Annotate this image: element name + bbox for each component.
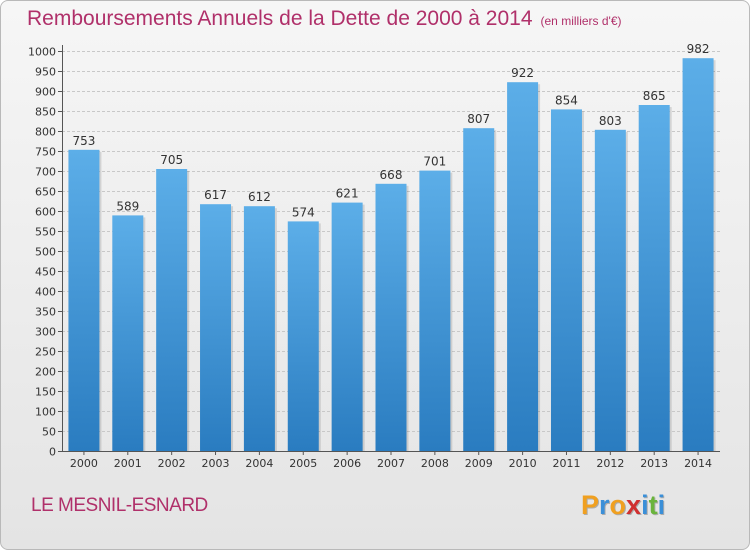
bar-2002 [156,169,188,451]
y-tick-label: 750 [35,146,56,159]
x-tick-label-2013: 2013 [640,457,668,470]
data-label-2001: 589 [116,199,139,213]
proxiti-logo: Proxiti [581,490,665,521]
y-tick-label: 200 [35,366,56,379]
y-tick-label: 250 [35,346,56,359]
x-tick-label-2003: 2003 [202,457,230,470]
y-tick-label: 950 [35,66,56,79]
chart-subtitle: (en milliers d'€) [540,14,622,28]
y-tick-label: 600 [35,206,56,219]
x-tick-label-2002: 2002 [158,457,186,470]
y-tick-label: 300 [35,326,56,339]
y-tick-label: 100 [35,406,56,419]
bar-2005 [287,221,319,451]
bar-2013 [638,105,670,451]
x-tick-label-2005: 2005 [289,457,317,470]
y-tick-label: 50 [42,426,56,439]
proxiti-logo-letter: i [657,490,666,520]
proxiti-logo-letter: r [599,490,610,520]
y-tick-label: 650 [35,186,56,199]
x-tick-label-2014: 2014 [684,457,712,470]
data-label-2008: 701 [423,155,446,169]
proxiti-logo-letter: P [581,490,600,520]
y-tick-label: 450 [35,266,56,279]
y-tick-label: 0 [49,446,56,459]
data-label-2004: 612 [248,190,271,204]
bar-2014 [682,58,714,451]
proxiti-logo-letter: x [626,490,642,520]
y-tick-label: 350 [35,306,56,319]
x-tick-label-2006: 2006 [333,457,361,470]
x-tick-label-2007: 2007 [377,457,405,470]
proxiti-logo-letter: o [609,490,627,520]
y-tick-label: 1000 [28,46,56,59]
data-label-2009: 807 [467,112,490,126]
y-tick-label: 700 [35,166,56,179]
data-label-2006: 621 [336,187,359,201]
data-label-2003: 617 [204,188,227,202]
bar-2012 [594,129,626,452]
data-label-2011: 854 [555,93,578,107]
x-tick-label-2001: 2001 [114,457,142,470]
y-tick-label: 900 [35,86,56,99]
chart-title-main: Remboursements Annuels de la Dette de 20… [27,7,533,30]
proxiti-logo-letter: t [648,490,658,520]
x-axis-ticks: 2000 2001 2002 2003 2004 2005 2006 2007 2008 2009… [70,451,712,470]
bar-2010 [507,82,539,451]
bar-2003 [200,204,232,451]
bar-2001 [112,215,144,451]
commune-name: LE MESNIL-ESNARD [31,495,208,516]
bar-2009 [463,128,495,451]
y-tick-label: 150 [35,386,56,399]
data-label-2014: 982 [687,42,710,56]
data-label-2000: 753 [72,134,95,148]
x-tick-label-2012: 2012 [596,457,624,470]
x-tick-label-2010: 2010 [509,457,537,470]
data-label-2010: 922 [511,66,534,80]
bar-2006 [331,202,363,451]
y-axis-ticks: 0 50 100 150 200 250 300 350 400 450 500 550 600 650 7… [28,46,62,459]
y-tick-label: 500 [35,246,56,259]
bar-2007 [375,183,407,452]
x-tick-label-2009: 2009 [465,457,493,470]
bars [68,58,716,452]
data-labels: 753 589 705 617 612 574 621 668 701 807 922 854 803 8… [72,42,709,219]
x-tick-label-2000: 2000 [70,457,98,470]
bar-2000 [68,149,100,452]
proxiti-logo-letter: i [641,490,649,520]
bar-2008 [419,170,451,451]
x-tick-label-2011: 2011 [552,457,580,470]
x-tick-label-2008: 2008 [421,457,449,470]
chart-title: Remboursements Annuels de la Dette de 20… [27,7,622,31]
data-label-2005: 574 [292,205,315,219]
bar-2011 [550,109,582,452]
y-tick-label: 850 [35,106,56,119]
y-tick-label: 800 [35,126,56,139]
y-tick-label: 550 [35,226,56,239]
data-label-2013: 865 [643,89,666,103]
data-label-2002: 705 [160,153,183,167]
data-label-2012: 803 [599,114,622,128]
x-tick-label-2004: 2004 [245,457,273,470]
y-tick-label: 400 [35,286,56,299]
bar-2004 [243,206,275,451]
data-label-2007: 668 [380,168,403,182]
